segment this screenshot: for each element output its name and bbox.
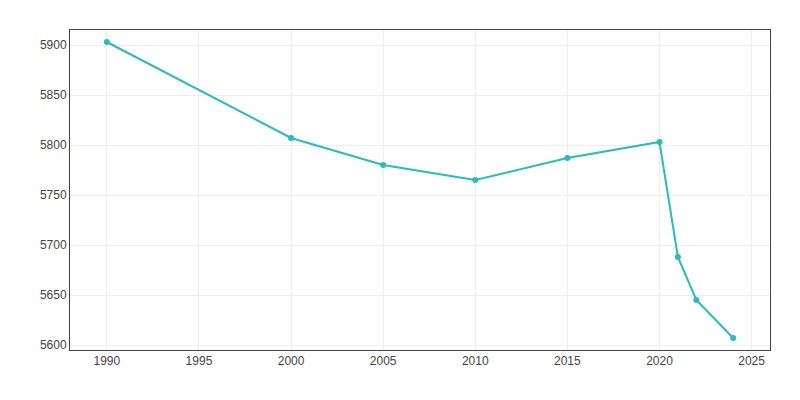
svg-text:5650: 5650 xyxy=(40,288,67,302)
svg-text:5600: 5600 xyxy=(40,338,67,352)
svg-text:2005: 2005 xyxy=(370,354,397,368)
svg-text:5800: 5800 xyxy=(40,138,67,152)
svg-text:2015: 2015 xyxy=(554,354,581,368)
svg-text:1995: 1995 xyxy=(186,354,213,368)
svg-text:5700: 5700 xyxy=(40,238,67,252)
svg-text:2025: 2025 xyxy=(738,354,765,368)
svg-text:5900: 5900 xyxy=(40,38,67,52)
svg-text:2020: 2020 xyxy=(646,354,673,368)
svg-text:2000: 2000 xyxy=(278,354,305,368)
svg-text:1990: 1990 xyxy=(93,354,120,368)
svg-text:5750: 5750 xyxy=(40,188,67,202)
svg-text:2010: 2010 xyxy=(462,354,489,368)
svg-text:5850: 5850 xyxy=(40,88,67,102)
